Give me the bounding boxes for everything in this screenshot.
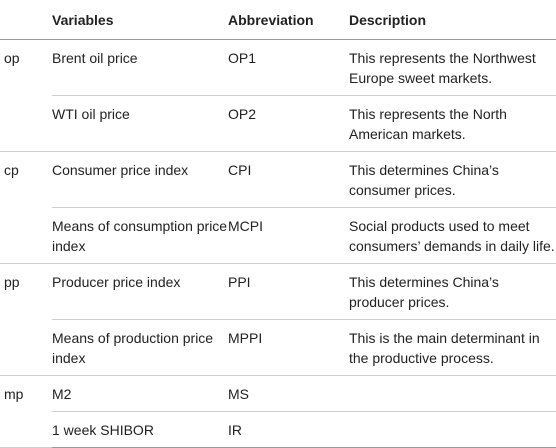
abbreviation-cell: MS: [228, 375, 349, 412]
group-cell: pp: [4, 274, 20, 290]
table-row: mp M2 MS: [0, 375, 556, 412]
variable-cell: Producer price index: [52, 263, 228, 320]
description-cell: This represents the North American marke…: [349, 95, 556, 152]
variable-cell: WTI oil price: [52, 95, 228, 152]
variable-cell: 1 week SHIBOR: [52, 411, 228, 448]
group-cell: mp: [4, 386, 24, 402]
variable-cell: Consumer price index: [52, 151, 228, 208]
abbreviation-cell: CPI: [228, 151, 349, 208]
header-abbreviation: Abbreviation: [228, 0, 349, 40]
table-row: op Brent oil price OP1 This represents t…: [0, 39, 556, 96]
description-cell: This determines China’s consumer prices.: [349, 151, 556, 208]
group-cell: [0, 95, 52, 152]
header-description: Description: [349, 0, 556, 40]
variable-cell: Brent oil price: [52, 39, 228, 96]
description-cell: [349, 375, 556, 412]
group-cell: op: [4, 50, 20, 66]
table-row: pp Producer price index PPI This determi…: [0, 263, 556, 320]
table-row: Means of consumption price index MCPI So…: [0, 207, 556, 264]
table-row: WTI oil price OP2 This represents the No…: [0, 95, 556, 152]
table-header-row: Variables Abbreviation Description: [0, 0, 556, 40]
table-row: cp Consumer price index CPI This determi…: [0, 151, 556, 208]
group-cell: [0, 207, 52, 264]
description-cell: This is the main determinant in the prod…: [349, 319, 556, 376]
abbreviation-cell: IR: [228, 411, 349, 448]
variable-cell: Means of production price index: [52, 319, 228, 376]
table-row: Means of production price index MPPI Thi…: [0, 319, 556, 376]
group-cell: [0, 319, 52, 376]
variable-cell: M2: [52, 375, 228, 412]
abbreviation-cell: MCPI: [228, 207, 349, 264]
abbreviation-cell: OP2: [228, 95, 349, 152]
table-row: 1 week SHIBOR IR: [0, 411, 556, 448]
group-cell: [0, 411, 52, 448]
abbreviation-cell: OP1: [228, 39, 349, 96]
abbreviation-cell: PPI: [228, 263, 349, 320]
description-cell: This represents the Northwest Europe swe…: [349, 39, 556, 96]
variable-cell: Means of consumption price index: [52, 207, 228, 264]
group-cell: cp: [4, 162, 19, 178]
description-cell: Social products used to meet consumers’ …: [349, 207, 556, 264]
description-cell: This determines China’s producer prices.: [349, 263, 556, 320]
abbreviation-cell: MPPI: [228, 319, 349, 376]
header-group: [0, 0, 52, 40]
header-variables: Variables: [52, 0, 228, 40]
description-cell: [349, 411, 556, 448]
